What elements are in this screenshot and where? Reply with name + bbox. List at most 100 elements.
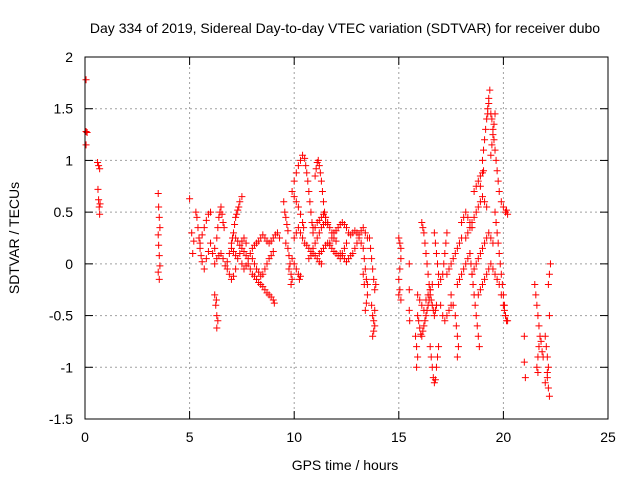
data-point (371, 306, 379, 314)
data-point (190, 237, 198, 245)
data-point (415, 317, 423, 325)
data-point (416, 324, 424, 332)
data-point (250, 260, 258, 268)
data-point (474, 203, 482, 211)
data-point (496, 260, 504, 268)
data-point (467, 260, 475, 268)
data-point (292, 198, 300, 206)
data-point (451, 250, 459, 258)
data-point (282, 213, 290, 221)
data-point (464, 229, 472, 237)
data-point (495, 187, 503, 195)
data-point (211, 291, 219, 299)
data-point (307, 252, 315, 260)
data-point (418, 332, 426, 340)
data-point (296, 272, 304, 280)
data-point (154, 231, 162, 239)
data-point (155, 252, 163, 260)
data-point (493, 275, 501, 283)
data-point (193, 213, 201, 221)
data-point (483, 270, 491, 278)
data-point (214, 224, 222, 232)
data-point (270, 299, 278, 307)
data-point (397, 244, 405, 252)
data-point (292, 169, 300, 177)
data-point (246, 250, 254, 258)
data-point (311, 172, 319, 180)
data-point (544, 384, 552, 392)
data-point (427, 353, 435, 361)
data-point (472, 312, 480, 320)
data-point (322, 213, 330, 221)
data-point (296, 156, 304, 164)
data-point (405, 260, 413, 268)
data-point (481, 239, 489, 247)
data-point (414, 312, 422, 320)
y-tick-label: -0.5 (49, 308, 73, 324)
data-point (316, 169, 324, 177)
data-point (372, 281, 380, 289)
data-point (288, 255, 296, 263)
data-point (213, 234, 221, 242)
data-point (468, 218, 476, 226)
data-point (318, 187, 326, 195)
data-point (420, 229, 428, 237)
data-point (209, 250, 217, 258)
x-tick-label: 10 (286, 429, 302, 445)
data-point (304, 177, 312, 185)
data-point (491, 110, 499, 118)
data-point (491, 270, 499, 278)
data-point (202, 216, 210, 224)
data-point (326, 224, 334, 232)
data-point (248, 255, 256, 263)
data-point (460, 265, 468, 273)
data-point (290, 177, 298, 185)
data-point (280, 198, 288, 206)
data-point (545, 392, 553, 400)
data-point (215, 213, 223, 221)
data-point (458, 270, 466, 278)
data-point (312, 165, 320, 173)
data-point (435, 343, 443, 351)
data-point (317, 260, 325, 268)
data-point (504, 210, 512, 218)
data-point (472, 208, 480, 216)
data-point (488, 115, 496, 123)
data-point (426, 343, 434, 351)
data-point (234, 255, 242, 263)
chart-title: Day 334 of 2019, Sidereal Day-to-day VTE… (90, 20, 600, 36)
data-point (501, 312, 509, 320)
data-point (367, 244, 375, 252)
data-point (290, 234, 298, 242)
data-point (328, 234, 336, 242)
data-point (290, 260, 298, 268)
data-point (451, 312, 459, 320)
data-point (474, 255, 482, 263)
data-point (283, 221, 291, 229)
data-point (396, 265, 404, 273)
data-point (443, 229, 451, 237)
data-point (449, 255, 457, 263)
data-point (94, 185, 102, 193)
data-point (204, 247, 212, 255)
data-point (156, 262, 164, 270)
data-point (294, 224, 302, 232)
data-point (211, 244, 219, 252)
data-point (432, 250, 440, 258)
data-point (189, 250, 197, 258)
data-point (255, 268, 263, 276)
data-point (94, 158, 102, 166)
data-point (343, 239, 350, 247)
data-point (441, 317, 449, 325)
data-point (543, 353, 551, 361)
data-point (370, 317, 378, 325)
data-point (359, 270, 367, 278)
data-point (395, 275, 403, 283)
y-tick-label: -1 (61, 359, 74, 375)
data-point (431, 239, 439, 247)
data-point (96, 200, 104, 208)
data-point (369, 312, 377, 320)
data-point (198, 231, 206, 239)
data-point (212, 296, 220, 304)
data-point (225, 270, 233, 278)
